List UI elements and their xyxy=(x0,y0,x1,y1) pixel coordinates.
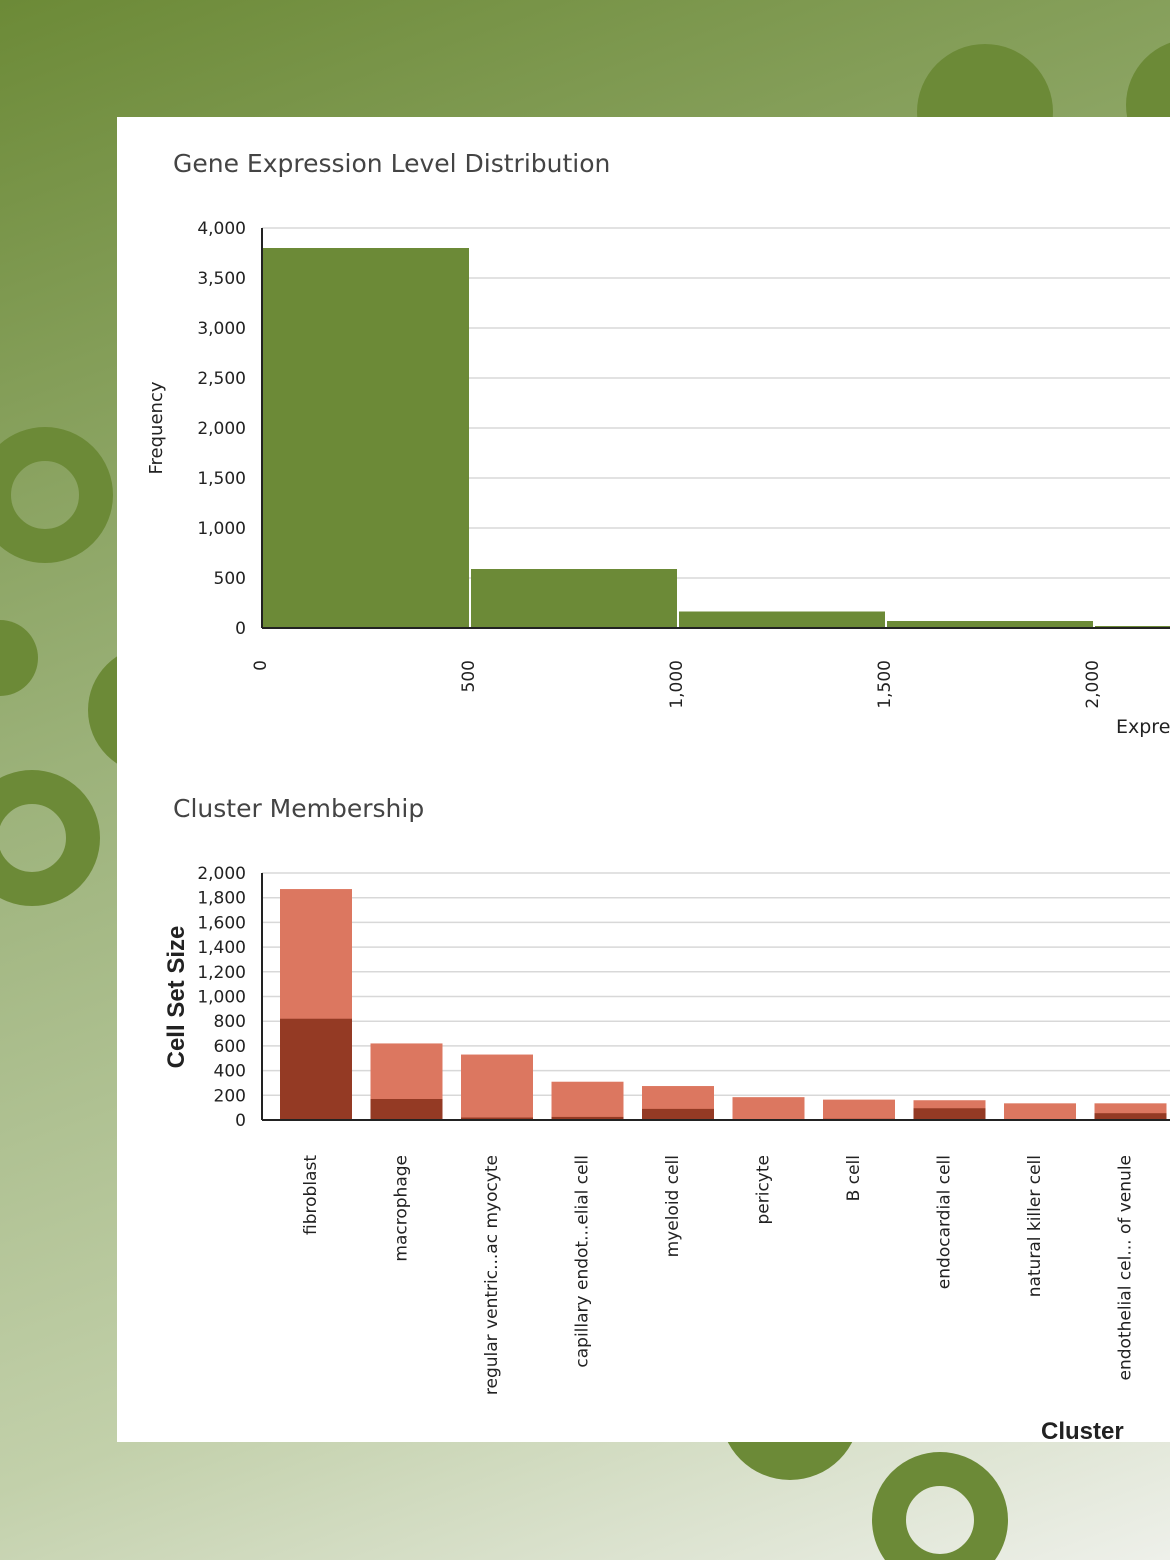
category-label: endothelial cel... of venule xyxy=(1116,1155,1136,1381)
cluster-plot: 0 200 400 600 800 1,000 1,200 1,400 1,600 1,800 2,… xyxy=(197,864,1170,1395)
y-tick-label: 800 xyxy=(214,1012,246,1032)
histogram-bar xyxy=(471,569,677,628)
x-tick-label: 500 xyxy=(459,660,479,692)
y-tick-label: 3,500 xyxy=(197,269,246,289)
y-tick-label: 2,500 xyxy=(197,369,246,389)
category-label: fibroblast xyxy=(301,1155,321,1235)
y-tick-label: 500 xyxy=(214,569,246,589)
histogram-plot: 0 500 1,000 1,500 2,000 2,500 3,000 3,500 4,000 0… xyxy=(197,219,1170,709)
cluster-bar xyxy=(551,1081,624,1120)
category-label: regular ventric...ac myocyte xyxy=(482,1155,502,1395)
category-label: endocardial cell xyxy=(935,1155,955,1289)
category-label: macrophage xyxy=(392,1155,412,1262)
y-tick-label: 1,600 xyxy=(197,913,246,933)
decor-ring xyxy=(0,770,100,906)
category-label: pericyte xyxy=(754,1155,774,1225)
cluster-subset-bar xyxy=(642,1108,714,1120)
decor-circle xyxy=(0,620,38,696)
category-label: capillary endot...elial cell xyxy=(573,1155,593,1368)
y-tick-label: 1,500 xyxy=(197,469,246,489)
cluster-subset-bar xyxy=(1094,1113,1167,1120)
y-tick-label: 4,000 xyxy=(197,219,246,239)
x-tick-label: 2,000 xyxy=(1083,660,1103,709)
cluster-x-label: Cluster xyxy=(1041,1418,1124,1442)
x-tick-label: 1,000 xyxy=(667,660,687,709)
histogram-x-label: Expression xyxy=(1116,716,1170,738)
category-label: B cell xyxy=(844,1155,864,1201)
y-tick-label: 1,000 xyxy=(197,519,246,539)
cluster-subset-bar xyxy=(280,1018,352,1120)
x-tick-label: 1,500 xyxy=(875,660,895,709)
y-tick-label: 0 xyxy=(235,619,246,639)
category-label: myeloid cell xyxy=(663,1155,683,1257)
y-tick-label: 2,000 xyxy=(197,864,246,884)
y-tick-label: 400 xyxy=(214,1062,246,1082)
category-label: natural killer cell xyxy=(1025,1155,1045,1297)
y-tick-label: 1,800 xyxy=(197,889,246,909)
cluster-bar xyxy=(732,1097,805,1120)
histogram-title: Gene Expression Level Distribution xyxy=(173,149,610,178)
histogram-bar xyxy=(263,248,469,628)
y-tick-label: 0 xyxy=(235,1111,246,1131)
y-tick-label: 1,000 xyxy=(197,988,246,1008)
y-tick-label: 2,000 xyxy=(197,419,246,439)
y-tick-label: 3,000 xyxy=(197,319,246,339)
cluster-subset-bar xyxy=(551,1116,624,1120)
cluster-bar xyxy=(823,1099,895,1120)
y-tick-label: 600 xyxy=(214,1037,246,1057)
x-tick-label: 0 xyxy=(251,660,271,671)
cluster-y-label: Cell Set Size xyxy=(163,926,190,1069)
cluster-bar xyxy=(1004,1103,1076,1120)
histogram-bar xyxy=(887,621,1093,628)
y-tick-label: 1,400 xyxy=(197,938,246,958)
decor-ring xyxy=(872,1452,1008,1560)
decor-ring xyxy=(0,427,113,563)
cluster-bar xyxy=(461,1054,533,1120)
y-tick-label: 1,200 xyxy=(197,963,246,983)
cluster-subset-bar xyxy=(370,1099,443,1120)
charts-svg: Gene Expression Level Distribution Frequ… xyxy=(146,149,1170,1442)
cluster-subset-bar xyxy=(913,1108,986,1120)
cluster-subset-bar xyxy=(461,1117,533,1120)
histogram-bar xyxy=(679,611,885,628)
cluster-title: Cluster Membership xyxy=(173,794,424,823)
y-tick-label: 200 xyxy=(214,1086,246,1106)
chart-card: Gene Expression Level Distribution Frequ… xyxy=(117,117,1170,1442)
histogram-y-label: Frequency xyxy=(146,381,167,474)
